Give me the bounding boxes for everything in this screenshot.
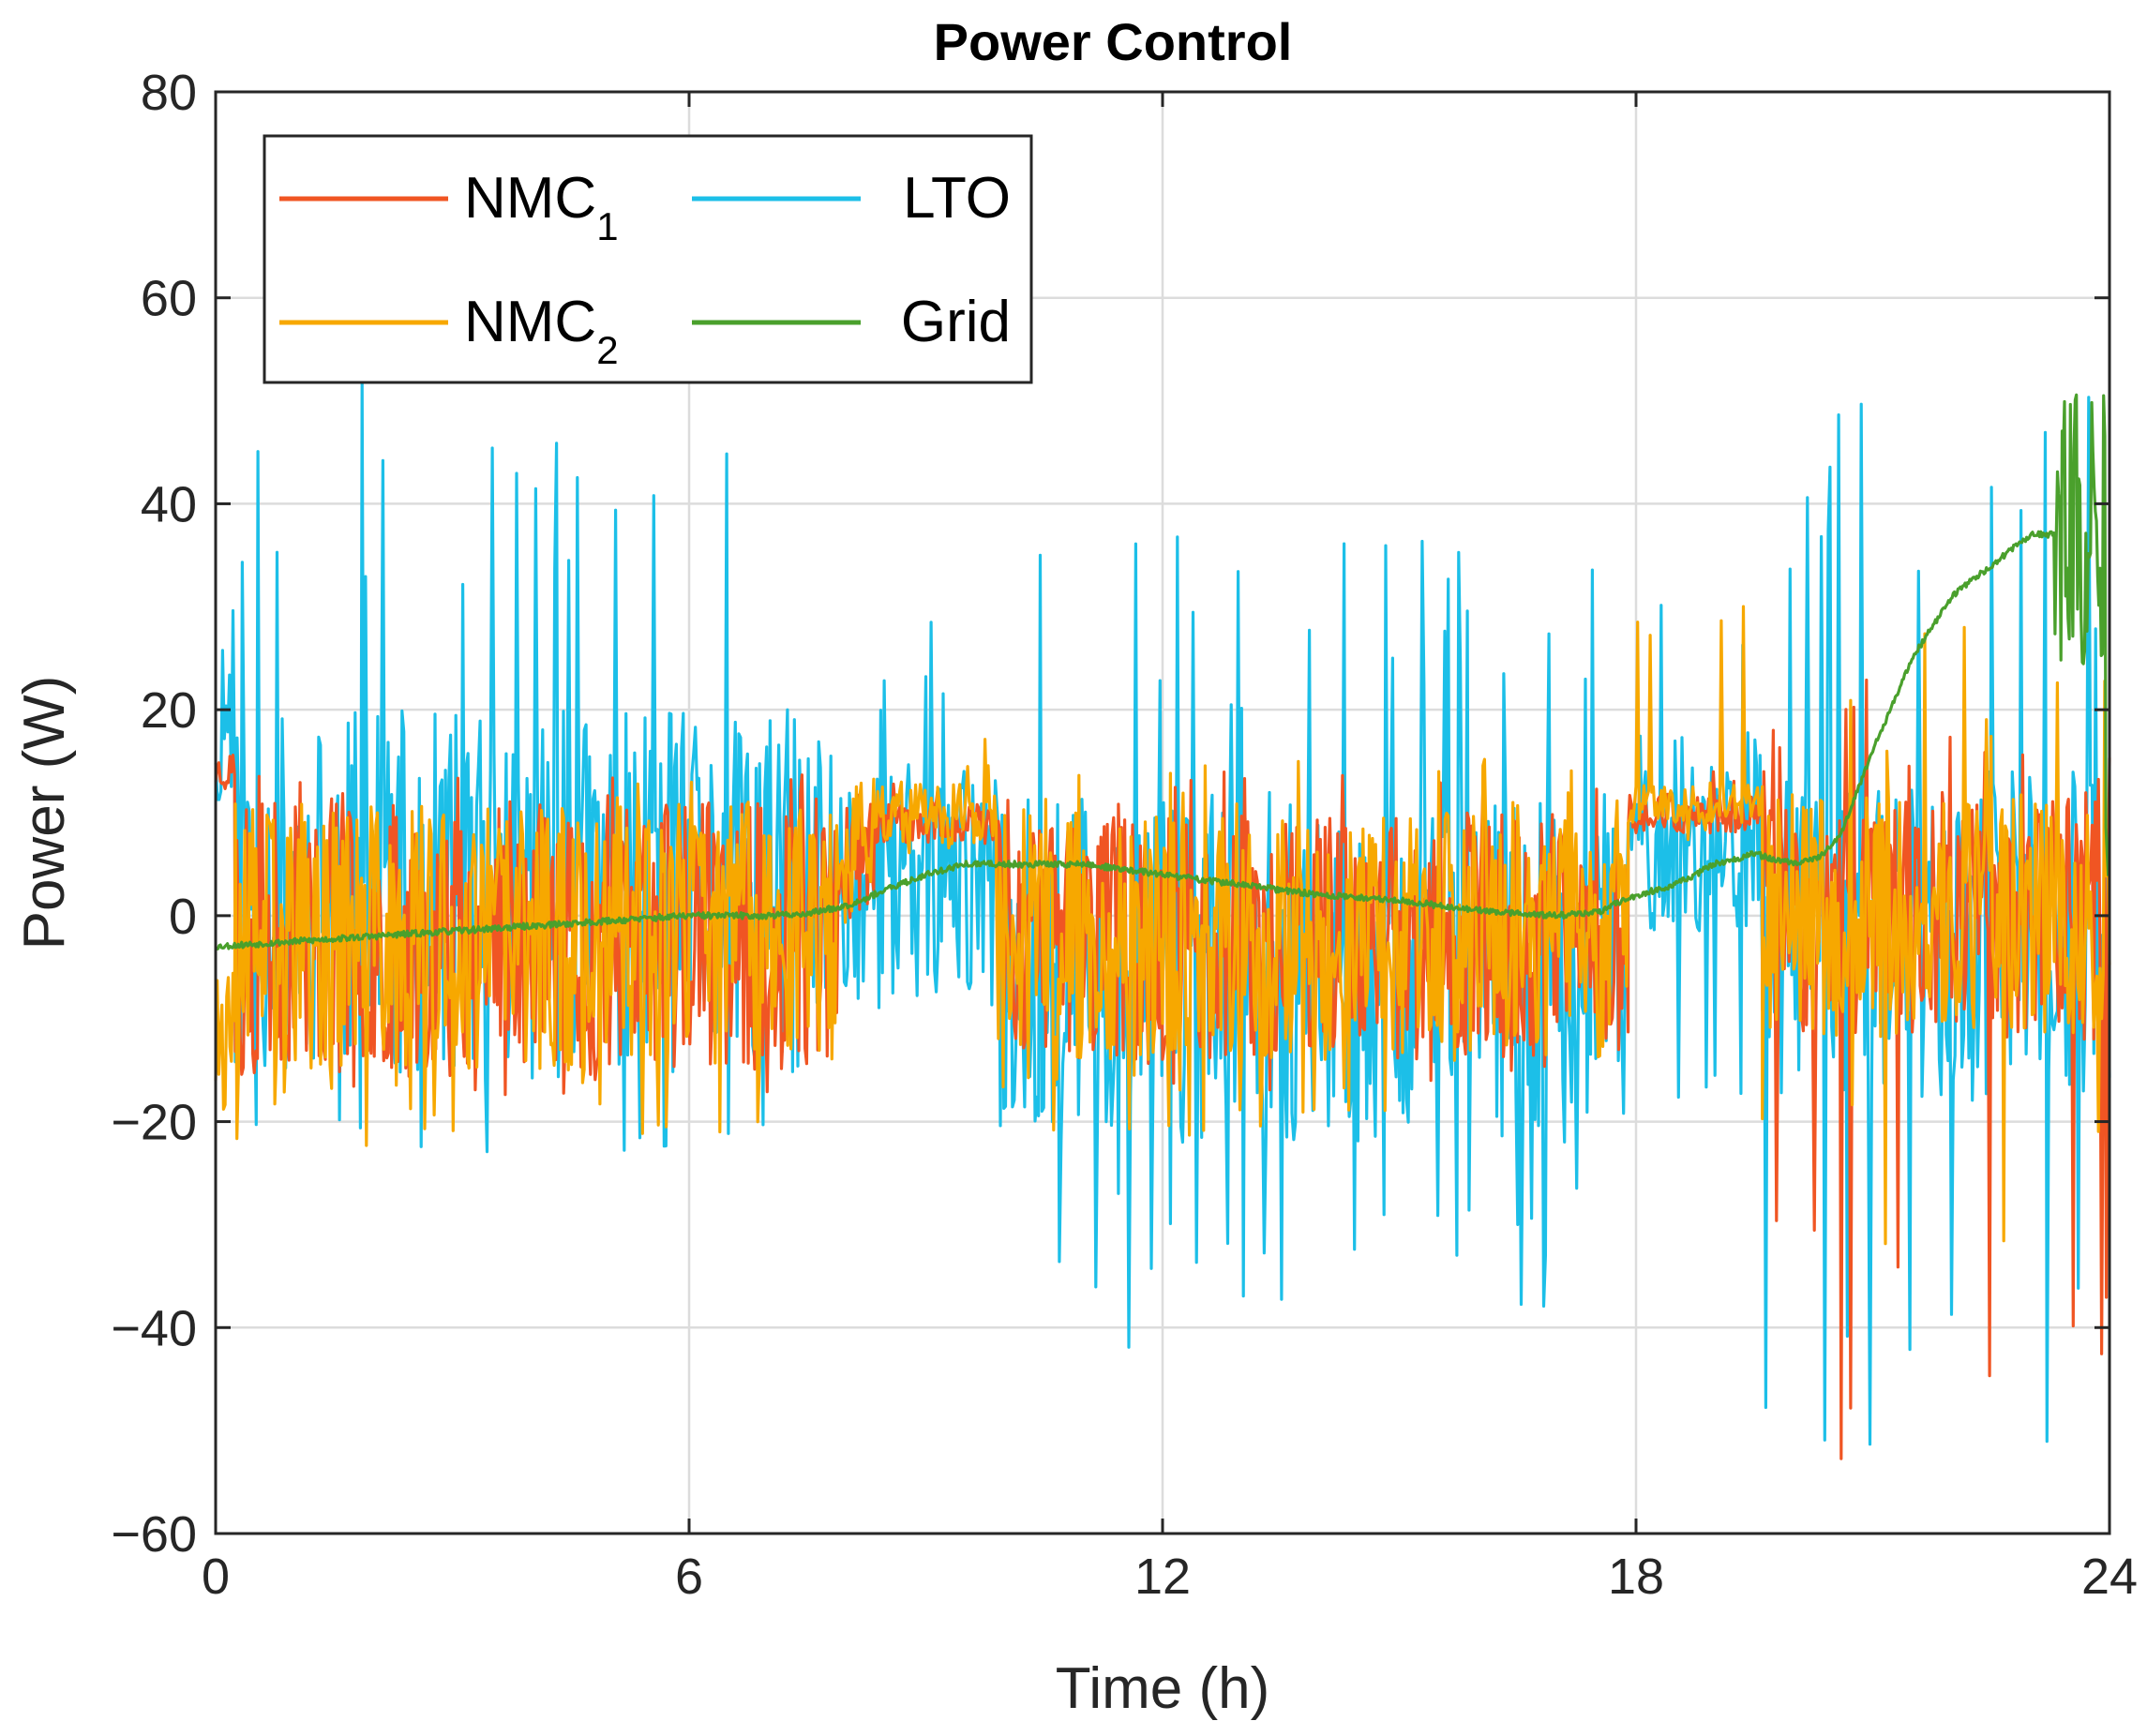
chart-title: Power Control	[934, 12, 1293, 71]
y-tick-label: −40	[111, 1300, 197, 1356]
ticks	[214, 90, 2111, 1535]
y-tick-label: 40	[141, 476, 197, 532]
x-tick-label: 12	[1134, 1549, 1191, 1605]
x-tick-label: 6	[675, 1549, 703, 1605]
series-line-grid	[214, 393, 2110, 951]
y-tick-label: −60	[111, 1506, 197, 1563]
legend-label-lto: LTO	[903, 166, 1011, 231]
x-tick-label: 18	[1608, 1549, 1664, 1605]
series-line-nmc2	[214, 605, 2111, 1246]
y-tick-label: 60	[141, 271, 197, 327]
x-tick-label: 0	[202, 1549, 230, 1605]
y-tick-label: 0	[169, 889, 197, 945]
legend-label-grid: Grid	[901, 290, 1011, 354]
series-layer	[214, 380, 2111, 1460]
x-tick-label: 24	[2081, 1549, 2138, 1605]
legend-subscript: 2	[596, 328, 618, 372]
x-axis-label: Time (h)	[1056, 1656, 1269, 1721]
y-tick-label: −20	[111, 1095, 197, 1151]
legend-box	[263, 134, 1033, 384]
y-tick-label: 20	[141, 682, 197, 739]
legend-subscript: 1	[596, 204, 618, 248]
y-axis-label: Power (W)	[12, 676, 77, 950]
y-tick-label: 80	[141, 65, 197, 121]
